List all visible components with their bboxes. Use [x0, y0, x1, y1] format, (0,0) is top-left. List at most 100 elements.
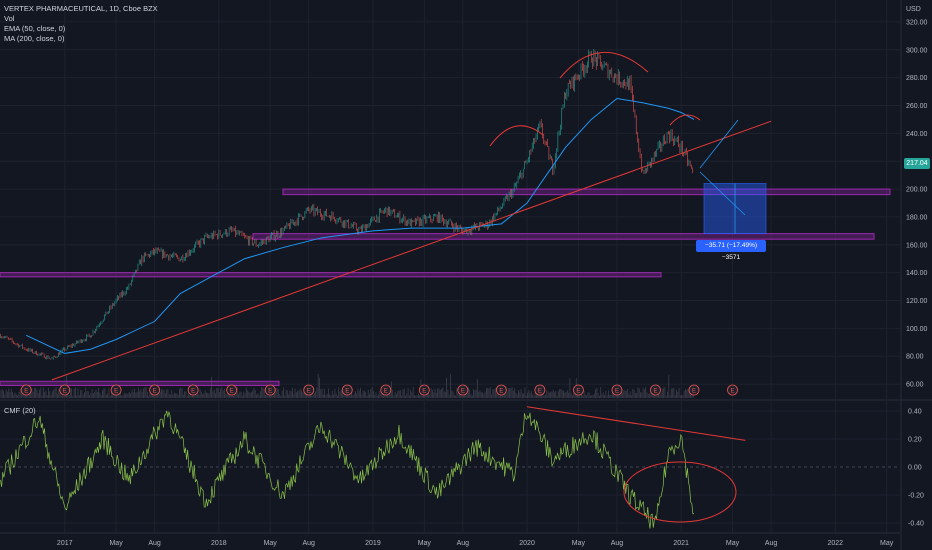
volume-bar	[243, 391, 245, 398]
volume-bar	[509, 387, 510, 398]
volume-bar	[588, 392, 590, 398]
earnings-marker	[187, 384, 199, 396]
earnings-marker	[611, 384, 623, 396]
volume-bar	[290, 391, 292, 398]
earnings-letter: E	[268, 389, 272, 395]
volume-bar	[361, 394, 363, 398]
volume-bar	[279, 394, 281, 398]
earnings-marker	[727, 384, 738, 396]
time-tick-label: 2018	[211, 540, 227, 547]
volume-bar	[113, 394, 115, 398]
currency-label: USD	[906, 6, 921, 13]
volume-bar	[462, 395, 464, 398]
volume-bar	[554, 392, 555, 398]
volume-bar	[247, 390, 248, 398]
volume-bar	[334, 388, 336, 398]
volume-bar	[125, 393, 126, 398]
volume-bar	[641, 392, 643, 398]
volume-bar	[167, 389, 169, 398]
volume-bar	[186, 395, 188, 398]
volume-bar	[10, 388, 12, 398]
volume-bar	[53, 389, 55, 398]
earnings-letter: E	[731, 389, 735, 395]
earnings-marker	[149, 384, 161, 396]
volume-bar	[491, 394, 492, 398]
volume-bar	[92, 393, 94, 398]
volume-bar	[456, 387, 458, 398]
volume-bar	[589, 395, 591, 398]
volume-bar	[141, 391, 143, 398]
volume-bar	[91, 389, 93, 398]
earnings-letter: E	[384, 389, 388, 395]
drawings[interactable]	[51, 51, 772, 381]
volume-bar	[310, 394, 311, 398]
time-tick-label: May	[880, 540, 894, 547]
volume-bar	[437, 388, 439, 398]
volume-bar	[366, 395, 368, 398]
volume-bar	[127, 393, 129, 398]
volume-bar	[48, 388, 49, 398]
volume-bar	[349, 395, 351, 398]
earnings-marker	[264, 384, 276, 396]
volume-bar	[75, 387, 76, 398]
volume-bar	[283, 387, 284, 398]
volume-bar	[372, 391, 374, 398]
price-tick-label: 240.00	[906, 131, 928, 138]
volume-bar	[319, 377, 320, 398]
volume-bar	[103, 388, 105, 398]
volume-bar	[202, 394, 204, 398]
legend: VERTEX PHARMACEUTICAL, 1D, Cboe BZX Vol …	[4, 4, 158, 44]
volume-bar	[476, 379, 478, 398]
volume-bar	[342, 390, 344, 398]
cmf-tick-label: -0.20	[908, 493, 924, 500]
volume-bar	[408, 395, 410, 398]
volume-bar	[229, 395, 231, 398]
volume-bar	[560, 389, 562, 398]
volume-bar	[381, 392, 383, 398]
volume-bar	[548, 392, 550, 398]
volume-bar	[320, 389, 322, 398]
volume-bar	[568, 392, 570, 398]
legend-ema: EMA (50, close, 0)	[4, 24, 66, 33]
volume-bar	[543, 395, 545, 398]
volume-bar	[297, 390, 299, 398]
volume-bar	[405, 395, 406, 398]
volume-bar	[467, 387, 469, 398]
volume-bar	[105, 395, 107, 398]
volume-bar	[180, 387, 182, 398]
volume-bar	[132, 392, 134, 398]
head-arc	[559, 51, 649, 79]
volume-bar	[289, 390, 291, 398]
volume-bar	[177, 394, 179, 398]
volume-bar	[51, 391, 53, 398]
volume-bar	[32, 391, 34, 398]
volume-bar	[207, 392, 209, 398]
support-zones	[0, 188, 891, 386]
measure-tool[interactable]	[703, 183, 767, 234]
earnings-letter: E	[461, 389, 465, 395]
volume-bar	[448, 394, 450, 398]
volume-bar	[176, 393, 178, 398]
price-tick-label: 60.00	[906, 382, 924, 389]
volume-bar	[664, 387, 666, 398]
volume-bar	[565, 392, 567, 398]
price-tick-label: 260.00	[906, 103, 928, 110]
volume-bar	[119, 391, 121, 398]
volume-bar	[82, 394, 84, 398]
volume-bar	[519, 392, 521, 398]
volume-bar	[90, 393, 92, 398]
volume-bar	[197, 389, 198, 398]
candles	[0, 49, 694, 360]
volume-bar	[101, 390, 103, 398]
volume-bar	[148, 395, 150, 398]
volume-bar	[396, 393, 397, 398]
volume-bar	[604, 395, 606, 398]
volume-bar	[257, 393, 259, 398]
earnings-marker	[341, 384, 353, 396]
earnings-letter: E	[114, 389, 118, 395]
volume-bar	[487, 388, 489, 398]
volume-bar	[200, 391, 202, 398]
volume-bar	[19, 388, 21, 398]
